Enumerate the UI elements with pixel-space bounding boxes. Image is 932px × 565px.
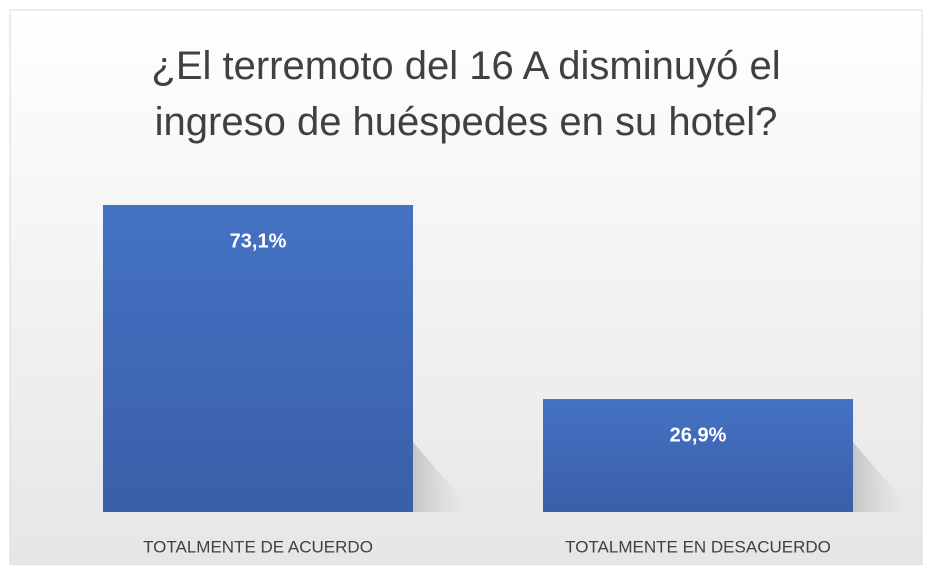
x-tick-label: TOTALMENTE EN DESACUERDO	[565, 537, 831, 556]
bar	[543, 399, 853, 512]
value-label: 73,1%	[230, 230, 287, 252]
bar	[103, 205, 413, 512]
bar-shadow	[853, 442, 913, 512]
chart-title: ¿El terremoto del 16 A disminuyó el ingr…	[151, 44, 781, 144]
bar-shadow	[413, 442, 473, 512]
x-tick-label: TOTALMENTE DE ACUERDO	[143, 537, 373, 556]
value-label: 26,9%	[670, 424, 727, 446]
